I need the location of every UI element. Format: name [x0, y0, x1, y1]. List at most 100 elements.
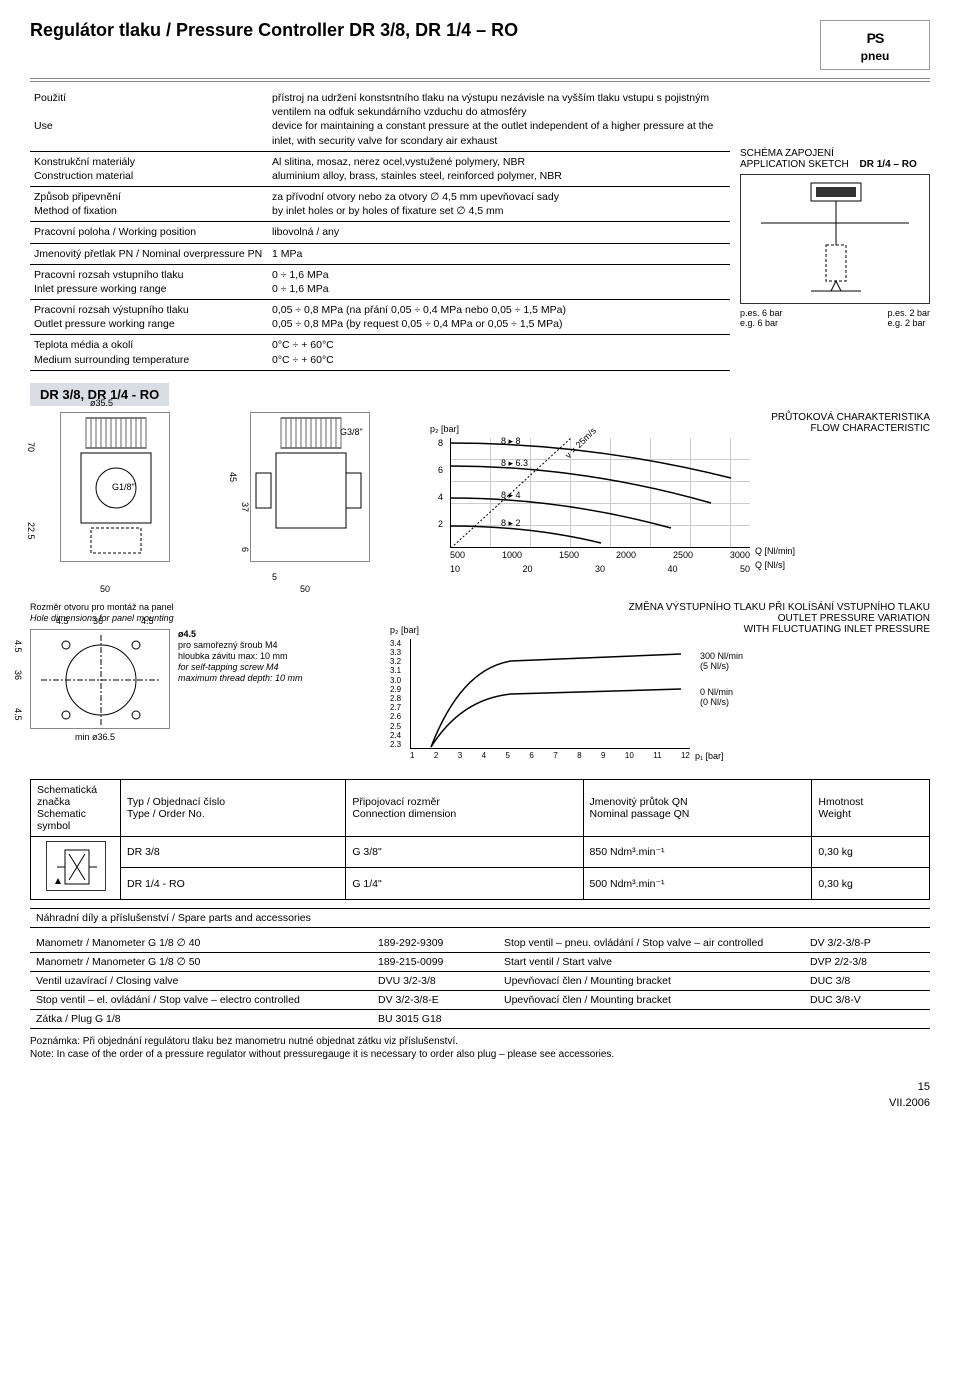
spec-value-en: by inlet holes or by holes of fixature s… — [272, 205, 504, 217]
var-x-unit: p₁ [bar] — [695, 751, 724, 761]
dim-w2: 5 — [272, 572, 277, 582]
ytick: 3.4 — [390, 639, 401, 648]
divider-lines — [30, 78, 930, 84]
order-type: DR 1/4 - RO — [121, 868, 346, 900]
ytick: 2.7 — [390, 703, 401, 712]
ytick: 2 — [438, 519, 443, 529]
flow-y-label: p₂ [bar] — [430, 424, 459, 434]
footer: 15 VII.2006 — [30, 1081, 930, 1109]
pd2: 36 — [93, 616, 103, 626]
xtick: 7 — [553, 751, 557, 760]
spec-label-en: Medium surrounding temperature — [34, 354, 189, 366]
hole-d: ø4.5 — [178, 629, 196, 639]
spare-cell — [498, 1009, 804, 1028]
hdr: Jmenovitý průtok QN — [590, 796, 688, 808]
spec-row: Pracovní rozsah výstupního tlaku Outlet p… — [30, 300, 730, 335]
var-line1: 300 Nl/min (5 Nl/s) — [700, 651, 743, 671]
variation-chart-col: ZMĚNA VÝSTUPNÍHO TLAKU PŘI KOLÍSÁNÍ VSTU… — [390, 602, 930, 769]
spare-cell: Upevňovací člen / Mounting bracket — [498, 971, 804, 990]
xtick: 12 — [681, 751, 690, 760]
spec-value-en: 0°C ÷ + 60°C — [272, 354, 334, 366]
ytick: 4 — [438, 492, 443, 502]
spec-label: Pracovní rozsah výstupního tlaku — [34, 304, 189, 316]
xtick: 2500 — [673, 550, 693, 560]
spec-label: Použití — [34, 92, 66, 104]
spec-row: Způsob připevněníMethod of fixation za p… — [30, 187, 730, 222]
spec-label: Konstrukční materiály — [34, 156, 135, 168]
panel-note: Rozměr otvoru pro montáž na panel Hole d… — [30, 602, 360, 624]
spare-cell: DV 3/2-3/8-E — [372, 990, 498, 1009]
pes-right-en: e.g. 2 bar — [887, 318, 925, 328]
spec-label-en: Outlet pressure working range — [34, 318, 175, 330]
order-row: DR 3/8 G 3/8" 850 Ndm³.min⁻¹ 0,30 kg — [31, 836, 930, 868]
spec-row: Pracovní poloha / Working position libov… — [30, 222, 730, 243]
pneumatic-schema-drawing — [740, 174, 930, 304]
xtick: 3000 — [730, 550, 750, 560]
spare-cell: Stop ventil – el. ovládání / Stop valve … — [30, 990, 372, 1009]
spare-cell: Upevňovací člen / Mounting bracket — [498, 990, 804, 1009]
spec-table: PoužitíUse přístroj na udržení konstsntn… — [30, 88, 730, 371]
ytick: 3.1 — [390, 666, 401, 675]
hdr-en: Connection dimension — [352, 808, 456, 820]
spare-row: Ventil uzavírací / Closing valveDVU 3/2-… — [30, 971, 930, 990]
schema-title-cz: SCHÉMA ZAPOJENÍ — [740, 148, 834, 159]
spare-cell: DUC 3/8 — [804, 971, 930, 990]
page: Regulátor tlaku / Pressure Controller DR… — [0, 0, 960, 1129]
schema-column: SCHÉMA ZAPOJENÍ APPLICATION SKETCH DR 1/… — [740, 88, 930, 371]
spare-cell: Stop ventil – pneu. ovládání / Stop valv… — [498, 934, 804, 953]
spare-cell: 189-215-0099 — [372, 952, 498, 971]
ytick: 2.5 — [390, 722, 401, 731]
order-row: DR 1/4 - RO G 1/4" 500 Ndm³.min⁻¹ 0,30 k… — [31, 868, 930, 900]
hdr: Schematická značka — [37, 784, 97, 808]
spec-row: Konstrukční materiályConstruction materi… — [30, 151, 730, 186]
hole-note: ø4.5 pro samořezný šroub M4 hloubka závi… — [178, 629, 318, 683]
spare-title: Náhradní díly a příslušenství / Spare pa… — [30, 908, 930, 928]
xtick: 1 — [410, 751, 414, 760]
page-title: Regulátor tlaku / Pressure Controller DR… — [30, 20, 518, 41]
schema-title: SCHÉMA ZAPOJENÍ APPLICATION SKETCH DR 1/… — [740, 148, 930, 170]
dim-h1: 70 — [26, 442, 36, 452]
spec-row: PoužitíUse přístroj na udržení konstsntn… — [30, 88, 730, 151]
spare-cell: Ventil uzavírací / Closing valve — [30, 971, 372, 990]
spec-value-en: 0 ÷ 1,6 MPa — [272, 283, 329, 295]
xtick: 2 — [434, 751, 438, 760]
xtick: 5 — [506, 751, 510, 760]
spec-value: 1 MPa — [272, 248, 302, 260]
pdw: 4.5 — [13, 640, 23, 653]
var-title-cz: ZMĚNA VÝSTUPNÍHO TLAKU PŘI KOLÍSÁNÍ VSTU… — [629, 602, 930, 613]
order-wt: 0,30 kg — [812, 836, 930, 868]
ytick: 3.3 — [390, 648, 401, 657]
pes-right-cz: p.es. 2 bar — [887, 308, 930, 318]
ytick: 2.6 — [390, 712, 401, 721]
dim-h4: 37 — [240, 502, 250, 512]
spare-row: Manometr / Manometer G 1/8 ∅ 50189-215-0… — [30, 952, 930, 971]
ytick: 3.0 — [390, 676, 401, 685]
header: Regulátor tlaku / Pressure Controller DR… — [30, 20, 930, 70]
schema-model: DR 1/4 – RO — [860, 159, 917, 170]
spare-cell: BU 3015 G18 — [372, 1009, 498, 1028]
spec-row: Pracovní rozsah vstupního tlakuInlet pre… — [30, 264, 730, 299]
note-cz: Poznámka: Při objednání regulátoru tlaku… — [30, 1036, 458, 1047]
ytick: 8 — [438, 438, 443, 448]
spec-column: PoužitíUse přístroj na udržení konstsntn… — [30, 88, 730, 371]
ytick: 6 — [438, 465, 443, 475]
var-title-en2: WITH FLUCTUATING INLET PRESSURE — [744, 624, 930, 635]
var-chart-title: ZMĚNA VÝSTUPNÍHO TLAKU PŘI KOLÍSÁNÍ VSTU… — [390, 602, 930, 635]
ytick: 3.2 — [390, 657, 401, 666]
variation-chart — [410, 639, 690, 749]
spec-value-en: aluminium alloy, brass, stainles steel, … — [272, 170, 562, 182]
xtick2: 50 — [740, 564, 750, 574]
xtick: 4 — [482, 751, 486, 760]
spec-label: Pracovní poloha / Working position — [34, 226, 196, 238]
page-number: 15 — [918, 1081, 930, 1093]
schema-title-en: APPLICATION SKETCH — [740, 159, 849, 170]
hdr-en: Weight — [818, 808, 851, 820]
spare-cell: Manometr / Manometer G 1/8 ∅ 40 — [30, 934, 372, 953]
xtick: 2000 — [616, 550, 636, 560]
order-table: Schematická značkaSchematic symbol Typ /… — [30, 779, 930, 900]
x-unit-top: Q [Nl/min] — [755, 546, 795, 556]
spare-row: Stop ventil – el. ovládání / Stop valve … — [30, 990, 930, 1009]
panel-drawing: Rozměr otvoru pro montáž na panel Hole d… — [30, 602, 360, 730]
x-unit-bot: Q [Nl/s] — [755, 560, 785, 570]
pd3: 4.5 — [141, 616, 154, 626]
